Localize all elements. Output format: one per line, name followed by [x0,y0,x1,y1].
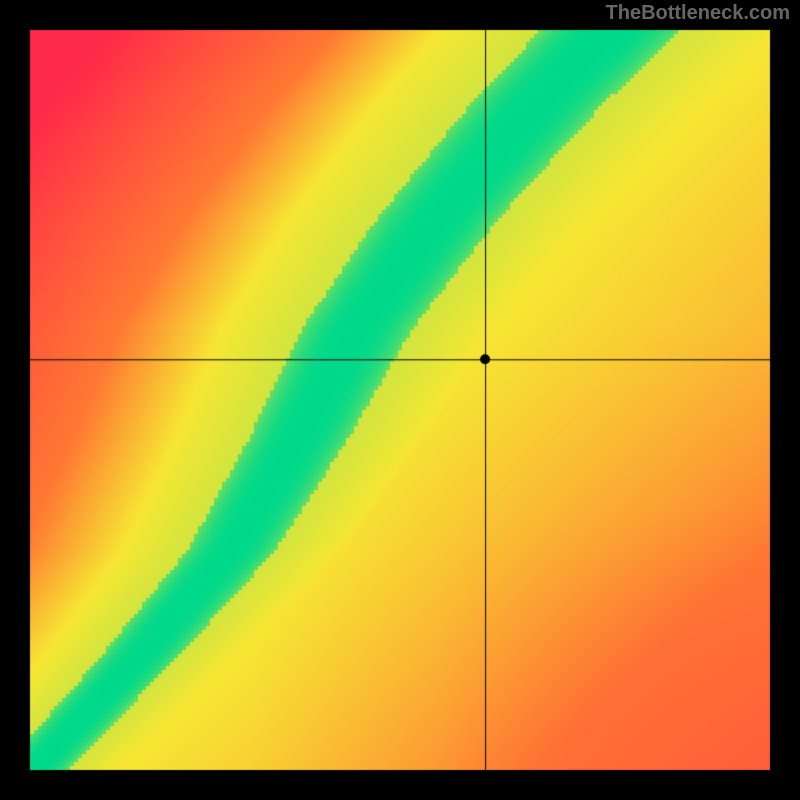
watermark-text: TheBottleneck.com [606,2,790,25]
heatmap-canvas [0,0,800,800]
chart-container: TheBottleneck.com [0,0,800,800]
